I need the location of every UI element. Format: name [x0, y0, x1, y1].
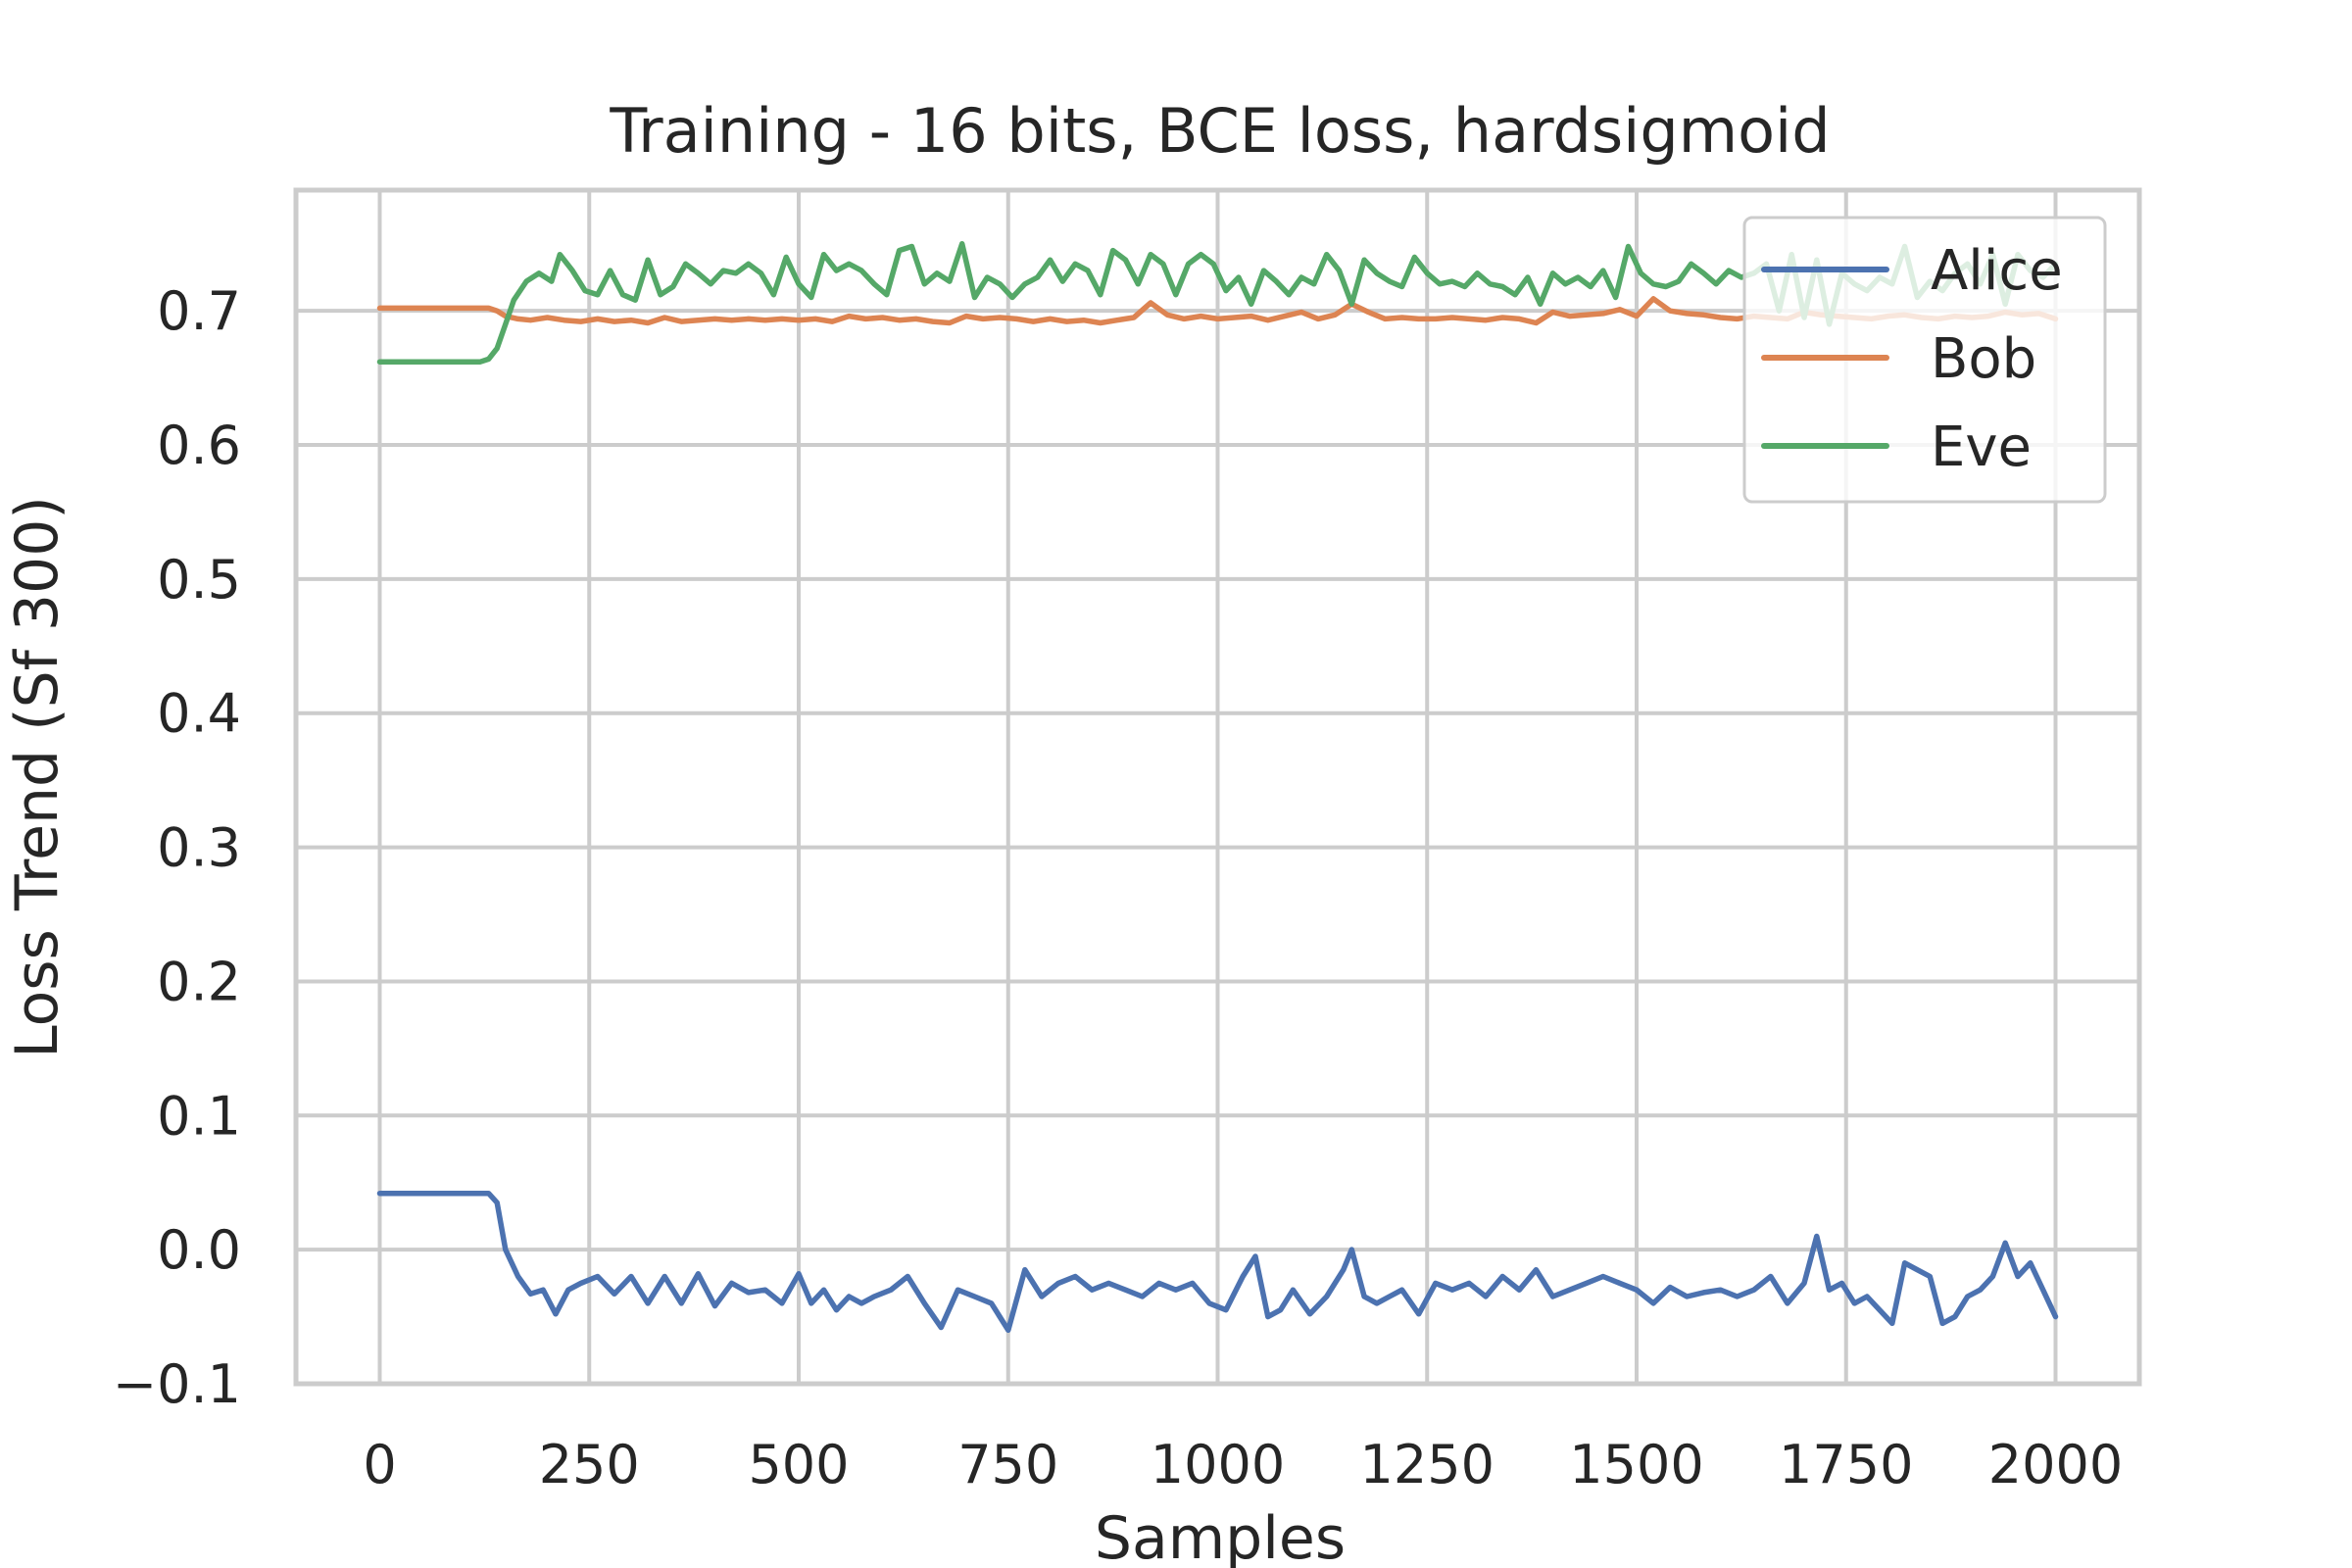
x-tick-label: 1000	[1151, 1434, 1285, 1495]
series-line-alice	[376, 1190, 2059, 1334]
x-tick-label: 500	[748, 1434, 849, 1495]
y-tick-label: 0.7	[157, 280, 241, 342]
plot-frame	[293, 187, 2142, 1387]
y-tick-labels: −0.1 0.0 0.1 0.2 0.3 0.4 0.5 0.6 0.7	[113, 280, 241, 1415]
legend-label-eve: Eve	[1931, 416, 2032, 479]
legend-label-alice: Alice	[1931, 239, 2063, 303]
y-tick-label: 0.1	[157, 1085, 241, 1147]
y-tick-label: 0.6	[157, 415, 241, 476]
y-tick-label: 0.4	[157, 683, 241, 745]
legend: Alice Bob Eve	[1742, 216, 2107, 504]
x-tick-labels: 0 250 500 750 1000 1250 1500 1750 2000	[363, 1434, 2123, 1495]
x-tick-label: 750	[957, 1434, 1058, 1495]
y-tick-label: 0.2	[157, 951, 241, 1012]
y-tick-label: −0.1	[113, 1353, 241, 1415]
x-axis-label: Samples	[1095, 1504, 1346, 1568]
legend-label-bob: Bob	[1931, 327, 2036, 391]
chart-title: Training - 16 bits, BCE loss, hardsigmoi…	[609, 95, 1830, 167]
y-tick-label: 0.0	[157, 1219, 241, 1281]
y-tick-label: 0.3	[157, 817, 241, 879]
x-tick-label: 0	[363, 1434, 396, 1495]
x-tick-label: 2000	[1988, 1434, 2123, 1495]
x-tick-label: 1750	[1779, 1434, 1913, 1495]
x-tick-label: 250	[539, 1434, 640, 1495]
y-axis-label: Loss Trend (Sf 300)	[3, 496, 72, 1058]
legend-box	[1742, 216, 2107, 504]
x-tick-label: 1500	[1569, 1434, 1703, 1495]
y-tick-label: 0.5	[157, 549, 241, 611]
legend-entries: Alice Bob Eve	[1761, 239, 2063, 479]
x-tick-label: 1250	[1360, 1434, 1494, 1495]
